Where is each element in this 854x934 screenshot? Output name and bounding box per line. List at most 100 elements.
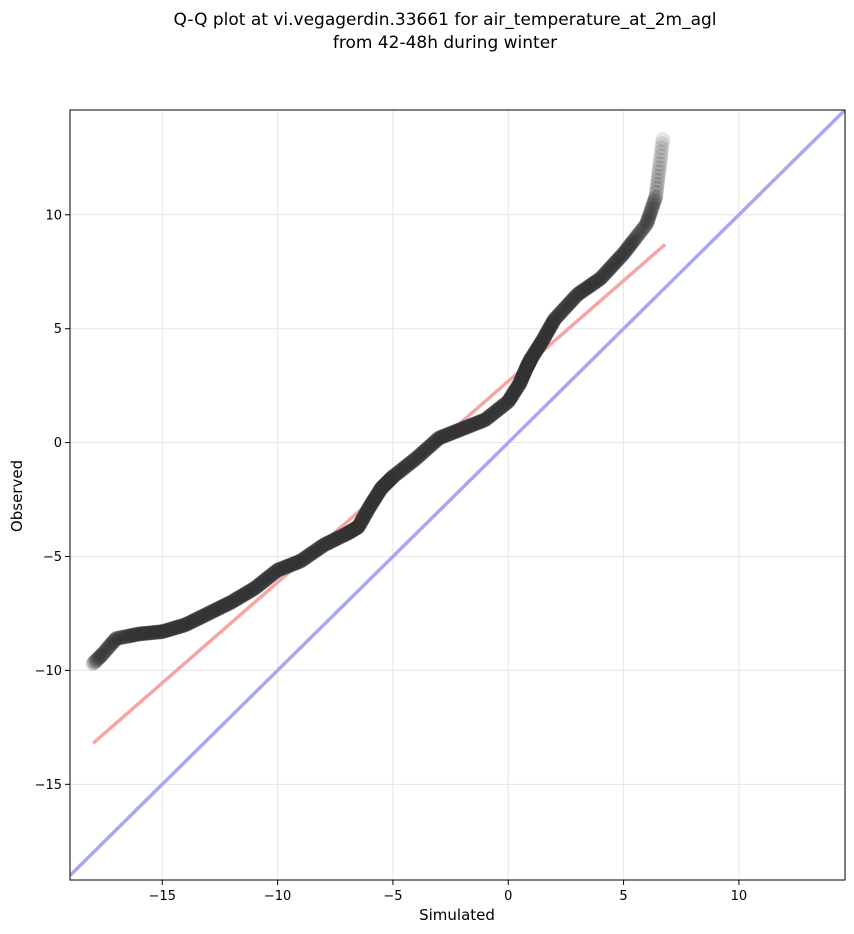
quantile-point: [411, 448, 427, 464]
x-axis-label: Simulated: [419, 906, 495, 924]
quantile-point: [368, 489, 384, 505]
quantile-point: [366, 492, 382, 508]
quantile-point: [627, 231, 643, 247]
quantile-point: [654, 136, 670, 152]
quantile-point: [89, 652, 105, 668]
quantile-point: [642, 206, 658, 222]
quantile-point: [337, 527, 353, 543]
quantile-point: [645, 198, 661, 214]
quantile-point: [103, 636, 119, 652]
quantile-point: [576, 282, 592, 298]
y-tick-label: −5: [43, 550, 62, 565]
grid: [70, 110, 845, 880]
quantile-point: [378, 476, 394, 492]
quantile-point: [215, 598, 231, 614]
quantile-point: [363, 497, 379, 513]
quantile-point: [543, 317, 559, 333]
identity-line: [70, 110, 845, 877]
quantile-point: [181, 615, 197, 631]
quantile-point: [395, 461, 411, 477]
quantile-point: [220, 596, 236, 612]
quantile-point: [266, 565, 282, 581]
quantile-point: [650, 168, 666, 184]
quantile-point: [141, 625, 157, 641]
quantile-point: [485, 405, 501, 421]
quantile-point: [415, 445, 431, 461]
quantile-point: [640, 212, 656, 228]
quantile-point: [358, 506, 374, 522]
quantile-point: [471, 414, 487, 430]
quantile-point: [353, 515, 369, 530]
quantile-point: [312, 539, 328, 555]
quantile-point: [517, 363, 533, 379]
quantile-point: [541, 320, 557, 336]
quantile-point: [342, 524, 358, 540]
quantile-point: [98, 642, 114, 658]
quantile-point: [406, 452, 422, 468]
quantile-point: [225, 593, 241, 609]
quantile-point: [268, 563, 284, 579]
quantile-point: [536, 331, 552, 347]
quantile-point: [568, 288, 584, 304]
quantile-point: [614, 247, 630, 263]
quantile-point: [593, 271, 609, 287]
quantile-point: [247, 580, 263, 596]
quantile-point: [167, 620, 183, 636]
quantile-point: [197, 607, 213, 623]
quantile-point: [243, 582, 259, 598]
quantile-point: [524, 349, 540, 365]
quantile-point: [527, 345, 543, 361]
quantile-point: [343, 523, 359, 539]
y-axis: 10 5 0 −5 −10 −15: [35, 208, 70, 793]
quantile-point: [525, 348, 541, 364]
quantile-point: [632, 224, 648, 240]
y-tick-label: 5: [54, 322, 62, 337]
quantile-point: [317, 536, 333, 552]
quantile-point: [476, 412, 492, 428]
quantile-point: [121, 628, 137, 644]
quantile-point: [107, 632, 123, 648]
quantile-point: [527, 344, 543, 360]
quantile-point: [365, 493, 381, 509]
quantile-point: [454, 421, 470, 437]
quantile-point: [521, 354, 537, 370]
quantile-point: [515, 369, 531, 385]
quantile-point: [189, 611, 205, 627]
quantile-point: [359, 503, 375, 519]
quantile-point: [504, 388, 520, 404]
quantile-point: [138, 625, 154, 641]
quantile-point: [503, 390, 519, 406]
quantile-point: [484, 407, 500, 423]
quantile-point: [245, 581, 261, 597]
quantile-point: [601, 262, 617, 278]
quantile-point: [596, 267, 612, 283]
quantile-point: [88, 652, 104, 668]
quantile-point: [555, 303, 571, 319]
x-axis: −15 −10 −5 0 5 10: [149, 880, 747, 904]
quantile-point: [123, 628, 139, 644]
quantile-point: [509, 379, 525, 395]
quantile-point: [541, 322, 557, 338]
quantile-point: [564, 292, 580, 308]
quantile-point: [519, 358, 535, 374]
quantile-point: [360, 501, 376, 517]
quantile-point: [514, 370, 530, 386]
quantile-point: [260, 570, 276, 586]
quantile-point: [489, 403, 505, 419]
quantile-point: [207, 602, 223, 618]
quantile-point: [104, 635, 120, 651]
y-tick-label: 10: [45, 208, 62, 223]
quantile-point: [204, 604, 220, 620]
quantile-point: [625, 233, 641, 249]
quantile-point: [532, 337, 548, 353]
quantile-point: [359, 504, 375, 520]
quantile-point: [166, 620, 182, 636]
quantile-point: [508, 381, 524, 397]
quantile-point: [499, 395, 515, 411]
quantile-point: [597, 265, 613, 281]
quantile-point: [512, 374, 528, 390]
quantile-point: [182, 614, 198, 630]
quantile-point: [609, 253, 625, 269]
quantile-point: [253, 575, 269, 591]
quantile-point: [111, 630, 127, 646]
